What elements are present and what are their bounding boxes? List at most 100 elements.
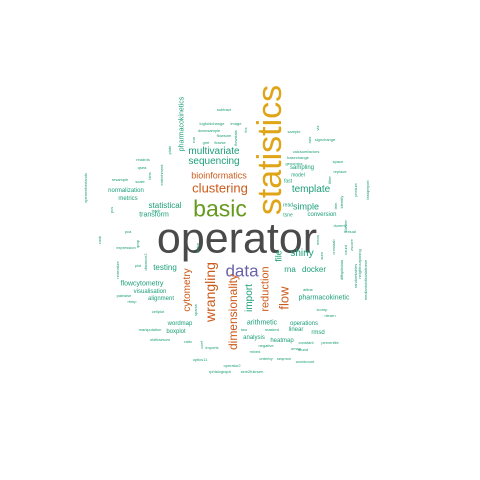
word-subtract: subtract <box>216 107 232 112</box>
word-negative: negative <box>258 343 274 348</box>
word-alignment: alignment <box>147 296 175 302</box>
word-simple: simple <box>292 201 320 212</box>
word-plate: plate <box>167 145 172 155</box>
word-operations: operations <box>289 321 319 327</box>
word-masked: masked <box>264 327 280 332</box>
word-nlearn: nlearn <box>324 313 336 318</box>
word-crosstab: crosstab <box>331 239 336 255</box>
word-visualisation: visualisation <box>133 289 167 295</box>
word-analysis: analysis <box>243 335 265 341</box>
word-rtimp: rtimp <box>127 299 137 304</box>
word-dummy: dummy <box>333 223 347 228</box>
word-arithmetic: arithmetic <box>246 319 278 327</box>
word-shiny: shiny <box>290 248 314 259</box>
word-bioinformatics: bioinformatics <box>191 170 247 181</box>
word-flowsom: flowsom <box>216 133 232 138</box>
word-icomp: icomp <box>316 307 328 312</box>
word-bins: bins <box>147 172 152 180</box>
word-tsne: tsne <box>283 212 293 219</box>
word-rna2: rna <box>191 137 196 143</box>
word-wordcount: wordcount <box>295 359 315 364</box>
word-cytometry: cytometry <box>182 268 193 312</box>
word-docker: docker <box>301 265 327 274</box>
word-cluster: cluster <box>343 220 348 232</box>
word-optics11: optics11 <box>192 357 208 362</box>
word-read: read <box>282 202 294 209</box>
word-image: image <box>230 121 242 126</box>
word-template: template <box>291 184 331 195</box>
word-mediantobilitdataframe: mediantobilitdataframe <box>363 259 368 301</box>
word-ratio: ratio <box>184 339 192 344</box>
word-transform: transform <box>139 211 169 219</box>
word-multivariate: multivariate <box>188 146 240 157</box>
word-conversion: conversion <box>307 212 337 218</box>
word-dimensionality: dimensionality <box>226 273 240 351</box>
word-testing: testing <box>153 263 177 272</box>
word-rphisiograph: rphisiograph <box>208 369 232 374</box>
word-mixed: mixed <box>249 349 261 354</box>
word-orderby: orderby <box>259 356 273 361</box>
word-clustering: clustering <box>192 180 248 196</box>
word-data: data <box>225 261 259 281</box>
word-reduction: reduction <box>259 266 272 312</box>
word-operator: operator <box>156 214 318 263</box>
word-calcsumfactors: calcsumfactors <box>292 149 320 154</box>
word-expression: expression <box>116 245 136 250</box>
word-coef: coef <box>199 341 204 349</box>
word-genomics: genomics <box>285 161 303 166</box>
word-viz: viz <box>315 125 320 131</box>
word-sequencing: sequencing <box>188 156 240 167</box>
word-count: count <box>343 245 348 255</box>
word-flowstats: flowstats <box>233 130 238 146</box>
word-fastqreport: fastqreport <box>365 180 370 200</box>
word-entrichment: entrichment <box>159 164 164 186</box>
word-sum: sum <box>319 252 324 260</box>
word-qsea: qsea <box>137 165 147 170</box>
word-rmsd: rmsd <box>311 330 325 336</box>
word-model: model <box>291 172 305 179</box>
word-downsample: downsample <box>197 128 221 133</box>
word-basic: basic <box>193 195 247 222</box>
word-pharmacokinetic: pharmacokinetic <box>298 294 350 302</box>
word-fast: fast <box>283 178 293 185</box>
word-two: two <box>240 327 248 332</box>
word-textual: textual <box>344 229 356 234</box>
word-pairwise: pairwise <box>116 293 132 298</box>
word-fcs: fcs <box>243 127 248 133</box>
word-qrap: qrap <box>135 239 140 249</box>
word-neighbourjoining: neighbourjoining <box>357 249 362 279</box>
word-replace: replace <box>333 169 347 174</box>
word-mean: mean <box>315 234 320 246</box>
word-trim: trim <box>333 202 338 210</box>
word-sample: sample <box>287 129 301 134</box>
word-oldflowsom: oldflowsom <box>149 337 171 342</box>
word-operator2: operator2 <box>223 363 241 368</box>
word-readrds: readrds <box>136 157 150 162</box>
word-rna: rna <box>284 265 296 274</box>
word-flowse: flowse <box>214 140 226 145</box>
word-track: track <box>151 208 161 213</box>
word-sampling: sampling <box>289 165 315 171</box>
word-sparse: sparse <box>193 303 198 317</box>
word-opennetherlands: opennetherlands <box>83 173 88 203</box>
word-factor: factor <box>195 242 200 254</box>
word-cellplot: cellplot <box>151 309 165 314</box>
word-metrics: metrics <box>118 196 138 202</box>
word-normalize: normalize <box>115 261 120 279</box>
word-plot: plot <box>134 263 142 268</box>
word-percentile: percentile <box>321 340 339 345</box>
word-diffsplitdata: diffsplitdata <box>339 259 344 281</box>
word-flowcytometry: flowcytometry <box>120 280 164 288</box>
word-gmt: gmt <box>202 140 210 145</box>
word-basechange: basechange <box>287 155 309 160</box>
word-flow: flow <box>276 286 292 310</box>
word-seqmon: seqmon <box>276 356 292 361</box>
word-ruts: ruts <box>307 136 312 144</box>
word-manipulation: manipulation <box>138 327 162 332</box>
word-linear: linear <box>288 327 304 333</box>
word-logfoldchange: logfoldchange <box>199 121 225 126</box>
word-statistics: statistics <box>251 84 289 216</box>
word-heatmap: heatmap <box>270 338 294 344</box>
word-normalization: normalization <box>108 188 144 194</box>
